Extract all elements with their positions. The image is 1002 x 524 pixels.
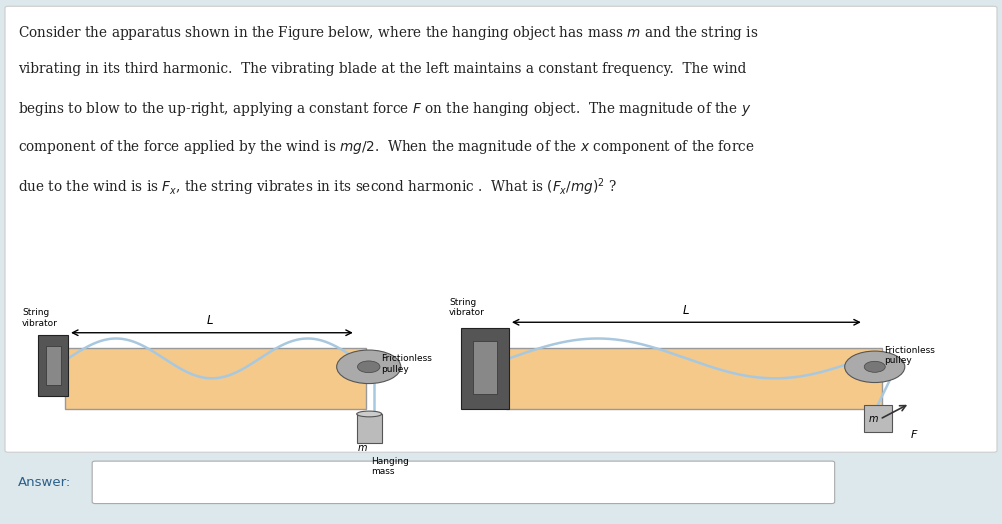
Text: due to the wind is is $F_x$, the string vibrates in its second harmonic .  What : due to the wind is is $F_x$, the string … — [18, 177, 617, 198]
Ellipse shape — [357, 411, 382, 417]
Text: $L$: $L$ — [682, 304, 690, 317]
Text: Frictionless
pulley: Frictionless pulley — [381, 354, 432, 374]
Text: Answer:: Answer: — [18, 476, 71, 489]
Text: $L$: $L$ — [206, 314, 214, 328]
Bar — [461, 328, 509, 409]
Bar — [473, 341, 497, 394]
Bar — [864, 405, 892, 432]
Bar — [65, 348, 366, 409]
Text: vibrating in its third harmonic.  The vibrating blade at the left maintains a co: vibrating in its third harmonic. The vib… — [18, 62, 746, 76]
Text: begins to blow to the up-right, applying a constant force $F$ on the hanging obj: begins to blow to the up-right, applying… — [18, 100, 751, 118]
Bar — [46, 346, 60, 385]
Text: $m$: $m$ — [869, 414, 879, 424]
Bar — [357, 414, 382, 443]
Text: component of the force applied by the wind is $mg/2$.  When the magnitude of the: component of the force applied by the wi… — [18, 138, 755, 156]
Circle shape — [864, 362, 885, 373]
Circle shape — [337, 350, 401, 384]
Text: Frictionless
pulley: Frictionless pulley — [884, 345, 935, 365]
FancyBboxPatch shape — [92, 461, 835, 504]
Bar — [38, 335, 68, 396]
FancyBboxPatch shape — [5, 6, 997, 452]
Circle shape — [358, 361, 380, 373]
Circle shape — [845, 351, 905, 383]
Text: $m$: $m$ — [358, 443, 368, 453]
Bar — [506, 348, 882, 409]
Text: Consider the apparatus shown in the Figure below, where the hanging object has m: Consider the apparatus shown in the Figu… — [18, 24, 759, 41]
Text: String
vibrator: String vibrator — [449, 298, 485, 317]
Text: String
vibrator: String vibrator — [22, 308, 58, 328]
Text: Hanging
mass: Hanging mass — [371, 457, 409, 476]
Text: $F$: $F$ — [910, 428, 919, 440]
